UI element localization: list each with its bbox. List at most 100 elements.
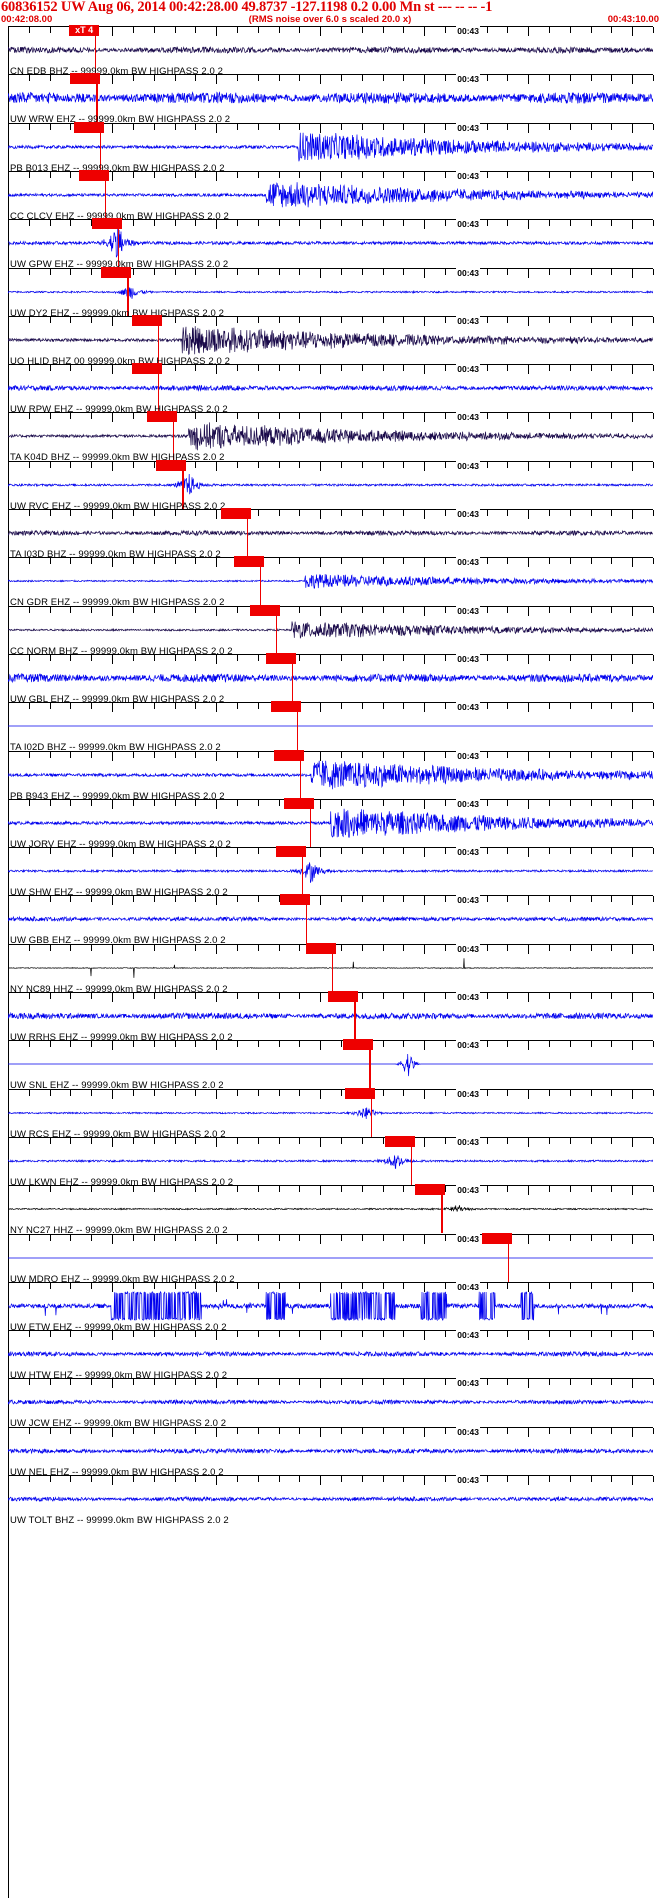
trace-block[interactable]: 00:43 UW MDRO EHZ -- 99999.0km BW HIGHPAS… xyxy=(0,1233,660,1285)
phase-pick-label[interactable] xyxy=(283,798,314,809)
phase-pick-line[interactable] xyxy=(309,799,312,847)
phase-pick-line[interactable] xyxy=(95,26,97,74)
phase-pick-line[interactable] xyxy=(331,944,334,992)
trace-block[interactable]: 00:43 NY NC89 HHZ -- 99999.0km BW HIGHPAS… xyxy=(0,943,660,995)
phase-pick-label[interactable] xyxy=(146,411,177,422)
phase-pick-label[interactable] xyxy=(280,894,310,905)
waveform-area[interactable] xyxy=(8,373,653,403)
trace-block[interactable]: 00:43 xT 4 CN EDB BHZ -- 99999.0km BW HIGH… xyxy=(0,25,660,77)
phase-pick-label[interactable]: xT 4 xyxy=(69,25,100,36)
trace-block[interactable]: 00:43 UW SHW EHZ -- 99999.0km BW HIGHPASS… xyxy=(0,846,660,898)
waveform-area[interactable] xyxy=(8,1098,653,1128)
phase-pick-line[interactable] xyxy=(354,992,356,1040)
waveform-area[interactable] xyxy=(8,1339,653,1369)
trace-block[interactable]: 00:43 CC NORM BHZ -- 99999.0km BW HIGHPAS… xyxy=(0,605,660,657)
trace-block[interactable]: 00:43 UW RRHS EHZ -- 99999.0km BW HIGHPAS… xyxy=(0,991,660,1043)
phase-pick-line[interactable] xyxy=(99,123,101,171)
waveform-area[interactable] xyxy=(8,228,653,258)
phase-pick-label[interactable] xyxy=(78,170,109,181)
waveform-area[interactable] xyxy=(8,1146,653,1176)
trace-block[interactable]: 00:43 PB B013 EHZ -- 99999.0km BW HIGHPAS… xyxy=(0,122,660,174)
phase-pick-line[interactable] xyxy=(172,412,174,460)
phase-pick-line[interactable] xyxy=(246,509,249,557)
waveform-area[interactable] xyxy=(8,711,653,741)
trace-block[interactable]: 00:43 UW RVC EHZ -- 99999.0km BW HIGHPASS… xyxy=(0,460,660,512)
phase-pick-line[interactable] xyxy=(275,606,278,654)
waveform-area[interactable] xyxy=(8,760,653,790)
waveform-area[interactable] xyxy=(8,83,653,113)
phase-pick-line[interactable] xyxy=(259,557,261,605)
waveform-area[interactable] xyxy=(8,904,653,934)
trace-block[interactable]: 00:43 CN GDR EHZ -- 99999.0km BW HIGHPASS… xyxy=(0,556,660,608)
phase-pick-label[interactable] xyxy=(91,218,122,229)
phase-pick-line[interactable] xyxy=(301,847,303,895)
trace-block[interactable]: 00:43 UW GPW EHZ -- 99999.0km BW HIGHPASS… xyxy=(0,218,660,270)
phase-pick-label[interactable] xyxy=(131,315,162,326)
waveform-area[interactable] xyxy=(8,470,653,500)
phase-pick-label[interactable] xyxy=(344,1088,375,1099)
phase-pick-line[interactable] xyxy=(441,1185,443,1233)
trace-block[interactable]: 00:43 UW JCW EHZ -- 99999.0km BW HIGHPASS… xyxy=(0,1378,660,1429)
phase-pick-line[interactable] xyxy=(291,654,294,702)
waveform-area[interactable] xyxy=(8,953,653,983)
waveform-area[interactable] xyxy=(8,518,653,548)
phase-pick-line[interactable] xyxy=(370,1089,372,1137)
phase-pick-label[interactable] xyxy=(220,508,251,519)
phase-pick-line[interactable] xyxy=(157,364,159,412)
phase-pick-label[interactable] xyxy=(343,1039,374,1050)
phase-pick-line[interactable] xyxy=(157,316,159,364)
waveform-area[interactable] xyxy=(8,180,653,210)
phase-pick-label[interactable] xyxy=(73,122,104,133)
phase-pick-line[interactable] xyxy=(104,171,107,219)
trace-block[interactable]: 00:43 UW GBL EHZ -- 99999.0km BW HIGHPASS… xyxy=(0,653,660,705)
waveform-area[interactable] xyxy=(8,277,653,307)
phase-pick-label[interactable] xyxy=(249,605,280,616)
phase-pick-line[interactable] xyxy=(182,461,184,509)
trace-block[interactable]: 00:43 UW GBB EHZ -- 99999.0km BW HIGHPASS… xyxy=(0,894,660,946)
trace-block[interactable]: 00:43 UO HLID BHZ 00 99999.0km BW HIGHPAS… xyxy=(0,315,660,367)
waveform-area[interactable] xyxy=(8,566,653,596)
waveform-area[interactable] xyxy=(8,132,653,162)
trace-block[interactable]: 00:43 UW JORV EHZ -- 99999.0km BW HIGHPAS… xyxy=(0,798,660,850)
trace-block[interactable]: 00:43 UW ETW EHZ -- 99999.0km BW HIGHPASS… xyxy=(0,1282,660,1333)
trace-block[interactable]: 00:43 TA K04D BHZ -- 99999.0km BW HIGHPAS… xyxy=(0,411,660,463)
phase-pick-label[interactable] xyxy=(275,846,306,857)
phase-pick-label[interactable] xyxy=(131,363,162,374)
waveform-area[interactable] xyxy=(8,663,653,693)
trace-block[interactable]: 00:43 NY NC27 HHZ -- 99999.0km BW HIGHPAS… xyxy=(0,1184,660,1236)
phase-pick-label[interactable] xyxy=(328,991,359,1002)
phase-pick-line[interactable] xyxy=(369,1040,371,1088)
trace-block[interactable]: 00:43 TA I03D BHZ -- 99999.0km BW HIGHPAS… xyxy=(0,508,660,560)
phase-pick-label[interactable] xyxy=(233,556,264,567)
trace-block[interactable]: 00:43 UW DY2 EHZ -- 99999.0km BW HIGHPASS… xyxy=(0,267,660,319)
waveform-area[interactable] xyxy=(8,1291,653,1321)
phase-pick-line[interactable] xyxy=(306,895,308,943)
phase-pick-label[interactable] xyxy=(385,1136,416,1147)
trace-block[interactable]: 00:43 UW WRW EHZ -- 99999.0km BW HIGHPASS… xyxy=(0,73,660,125)
phase-pick-label[interactable] xyxy=(156,460,187,471)
waveform-area[interactable] xyxy=(8,421,653,451)
phase-pick-line[interactable] xyxy=(117,219,120,267)
phase-pick-line[interactable] xyxy=(127,268,129,316)
trace-block[interactable]: 00:43 TA I02D BHZ -- 99999.0km BW HIGHPAS… xyxy=(0,701,660,753)
trace-block[interactable]: 00:43 UW LKWN EHZ -- 99999.0km BW HIGHPAS… xyxy=(0,1136,660,1188)
trace-block[interactable]: 00:43 PB B943 EHZ -- 99999.0km BW HIGHPAS… xyxy=(0,750,660,802)
phase-pick-label[interactable] xyxy=(481,1233,512,1244)
phase-pick-line[interactable] xyxy=(96,74,98,122)
waveform-area[interactable] xyxy=(8,1484,653,1514)
trace-block[interactable]: 00:43 UW NEL EHZ -- 99999.0km BW HIGHPASS… xyxy=(0,1427,660,1478)
seismogram-panel[interactable]: 00:43 xT 4 CN EDB BHZ -- 99999.0km BW HIGH… xyxy=(0,25,660,1898)
waveform-area[interactable] xyxy=(8,1243,653,1273)
phase-pick-label[interactable] xyxy=(271,701,301,712)
trace-block[interactable]: 00:43 UW SNL EHZ -- 99999.0km BW HIGHPASS… xyxy=(0,1039,660,1091)
phase-pick-label[interactable] xyxy=(415,1184,446,1195)
waveform-area[interactable] xyxy=(8,1194,653,1224)
trace-block[interactable]: 00:43 UW TOLT BHZ -- 99999.0km BW HIGHPAS… xyxy=(0,1475,660,1526)
phase-pick-line[interactable] xyxy=(411,1137,413,1185)
phase-pick-label[interactable] xyxy=(101,267,132,278)
trace-block[interactable]: 00:43 UW RCS EHZ -- 99999.0km BW HIGHPASS… xyxy=(0,1088,660,1140)
waveform-area[interactable] xyxy=(8,1049,653,1079)
phase-pick-line[interactable] xyxy=(507,1234,510,1282)
waveform-area[interactable] xyxy=(8,325,653,355)
phase-pick-line[interactable] xyxy=(299,751,301,799)
